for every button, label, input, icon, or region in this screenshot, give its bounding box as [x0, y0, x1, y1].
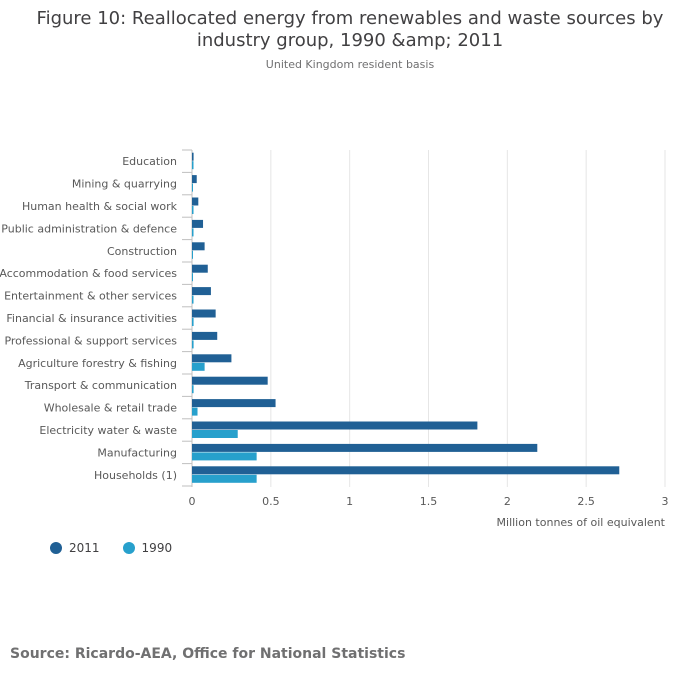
bar-2011[interactable]	[192, 354, 232, 363]
source-note: Source: Ricardo-AEA, Office for National…	[10, 646, 406, 662]
bar-1990[interactable]	[192, 206, 194, 214]
bar-2011[interactable]	[192, 309, 216, 318]
bar-1990[interactable]	[192, 161, 194, 170]
bar-1990[interactable]	[192, 183, 193, 192]
legend-item-2011[interactable]: 2011	[50, 541, 100, 555]
legend-item-1990[interactable]: 1990	[122, 541, 173, 555]
bar-1990[interactable]	[192, 362, 205, 371]
bar-1990[interactable]	[192, 228, 194, 237]
bar-2011[interactable]	[192, 443, 538, 452]
category-label: Public administration & defence	[1, 222, 177, 235]
bar-1990[interactable]	[192, 250, 193, 259]
bar-2011[interactable]	[192, 152, 194, 161]
x-tick-label: 3	[662, 495, 669, 508]
bar-1990[interactable]	[192, 273, 193, 282]
category-label: Construction	[107, 245, 177, 258]
x-tick-label: 1	[346, 495, 353, 508]
legend-swatch-2011	[50, 542, 62, 554]
category-label: Accommodation & food services	[0, 267, 177, 280]
chart-title: Figure 10: Reallocated energy from renew…	[36, 8, 664, 51]
category-label: Wholesale & retail trade	[44, 402, 178, 415]
bar-1990[interactable]	[192, 385, 194, 394]
category-label: Transport & communication	[24, 379, 177, 392]
x-tick-label: 1.5	[420, 495, 438, 508]
bar-2011[interactable]	[192, 287, 211, 296]
category-label: Agriculture forestry & fishing	[18, 357, 177, 370]
bar-2011[interactable]	[192, 242, 205, 251]
category-label: Education	[122, 155, 177, 168]
bar-2011[interactable]	[192, 331, 218, 340]
category-label: Households (1)	[94, 469, 177, 482]
bar-1990[interactable]	[192, 295, 194, 304]
category-label: Manufacturing	[97, 446, 177, 459]
bar-2011[interactable]	[192, 399, 276, 408]
category-label: Financial & insurance activities	[6, 312, 177, 325]
bars	[192, 152, 620, 483]
bar-2011[interactable]	[192, 466, 620, 475]
bar-1990[interactable]	[192, 407, 198, 416]
category-label: Electricity water & waste	[39, 424, 177, 437]
category-label: Human health & social work	[22, 200, 178, 213]
bar-1990[interactable]	[192, 474, 257, 483]
x-tick-label: 0.5	[262, 495, 280, 508]
x-axis-ticks: 0 0.5 1 1.5 2 2.5 3	[189, 495, 669, 508]
bar-2011[interactable]	[192, 197, 199, 206]
legend-label-2011: 2011	[69, 541, 100, 555]
chart-subtitle: United Kingdom resident basis	[265, 58, 435, 71]
bar-2011[interactable]	[192, 421, 478, 430]
x-axis-title: Million tonnes of oil equivalent	[497, 516, 666, 529]
legend-swatch-1990	[122, 542, 135, 554]
x-tick-label: 0	[189, 495, 196, 508]
legend-label-1990: 1990	[141, 541, 173, 555]
gridlines	[182, 149, 666, 487]
category-labels: Education Mining & quarrying Human health …	[0, 155, 178, 482]
legend: 2011 1990	[50, 541, 195, 555]
bar-1990[interactable]	[192, 340, 194, 349]
x-tick-label: 2	[504, 495, 511, 508]
category-label: Mining & quarrying	[72, 178, 177, 191]
bar-2011[interactable]	[192, 219, 204, 228]
category-label: Professional & support services	[4, 334, 177, 347]
bar-1990[interactable]	[192, 452, 257, 461]
bar-2011[interactable]	[192, 264, 208, 273]
bar-2011[interactable]	[192, 376, 268, 385]
category-label: Entertainment & other services	[4, 290, 177, 303]
bar-2011[interactable]	[192, 175, 197, 184]
bar-1990[interactable]	[192, 318, 194, 326]
x-tick-label: 2.5	[577, 495, 595, 508]
bar-1990[interactable]	[192, 430, 238, 438]
